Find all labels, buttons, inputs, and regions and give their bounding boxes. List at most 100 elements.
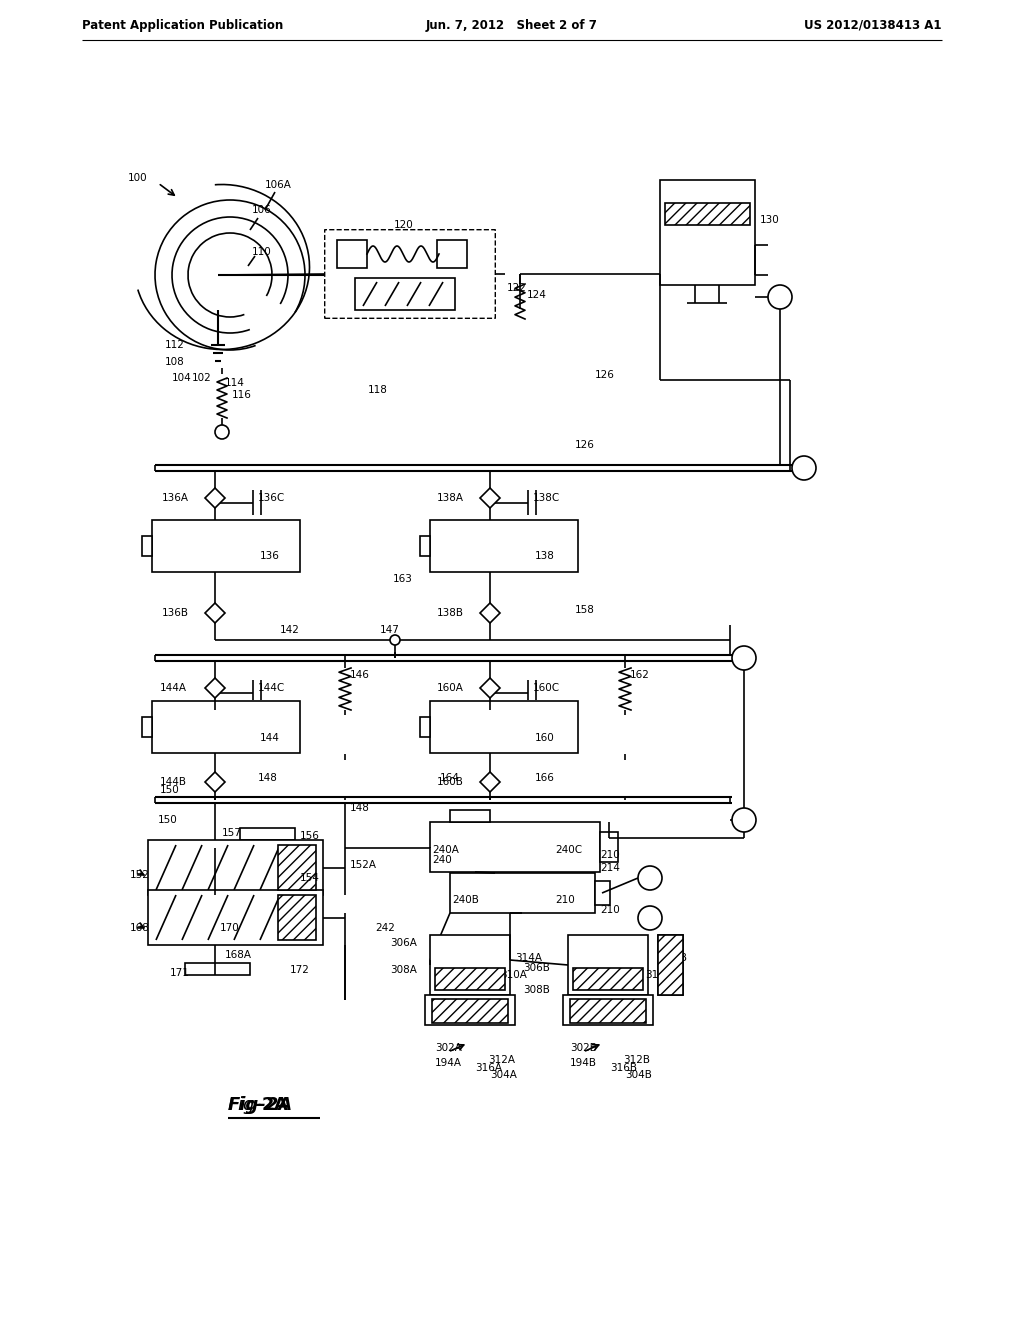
Text: 144C: 144C <box>258 682 286 693</box>
Text: 160B: 160B <box>437 777 464 787</box>
Bar <box>425 995 515 1026</box>
Bar <box>437 240 467 268</box>
Polygon shape <box>205 772 225 792</box>
Bar <box>595 880 610 906</box>
Text: 242: 242 <box>375 923 395 933</box>
Text: 314A: 314A <box>515 953 542 964</box>
Text: 114: 114 <box>225 378 245 388</box>
Text: 1: 1 <box>776 292 783 302</box>
Bar <box>152 520 300 572</box>
Text: 136C: 136C <box>258 492 286 503</box>
Text: 312B: 312B <box>623 1055 650 1065</box>
Bar <box>148 890 323 945</box>
Text: 106A: 106A <box>265 180 292 190</box>
Text: 148: 148 <box>258 774 278 783</box>
Bar <box>148 840 323 895</box>
Text: 144: 144 <box>260 733 280 743</box>
Text: 102: 102 <box>193 374 212 383</box>
Bar <box>435 968 505 990</box>
Circle shape <box>792 455 816 480</box>
Text: 300B: 300B <box>573 973 600 983</box>
Text: 124: 124 <box>527 290 547 300</box>
Bar <box>430 935 510 995</box>
Polygon shape <box>480 772 500 792</box>
Text: 4: 4 <box>740 814 748 825</box>
Text: Fig-2A: Fig-2A <box>228 1096 293 1114</box>
Text: 126: 126 <box>575 440 595 450</box>
Text: 146: 146 <box>350 671 370 680</box>
Text: 157: 157 <box>222 828 242 838</box>
Text: 136B: 136B <box>162 609 189 618</box>
Text: 138: 138 <box>535 550 555 561</box>
Text: 152: 152 <box>130 870 150 880</box>
Text: 168: 168 <box>130 923 150 933</box>
Text: 160A: 160A <box>437 682 464 693</box>
Polygon shape <box>205 488 225 508</box>
Text: 150: 150 <box>158 814 178 825</box>
Circle shape <box>638 906 662 931</box>
Text: 100: 100 <box>128 173 147 183</box>
Text: 240B: 240B <box>452 895 479 906</box>
Text: 170: 170 <box>220 923 240 933</box>
Text: 316A: 316A <box>475 1063 502 1073</box>
Bar <box>665 203 750 224</box>
Bar <box>142 536 152 556</box>
Text: 156: 156 <box>300 832 319 841</box>
Text: 136: 136 <box>260 550 280 561</box>
Polygon shape <box>480 488 500 508</box>
Text: 310A: 310A <box>500 970 527 979</box>
Text: 126: 126 <box>595 370 614 380</box>
Text: 214: 214 <box>600 863 620 873</box>
Text: 308A: 308A <box>390 965 417 975</box>
Text: 308B: 308B <box>523 985 550 995</box>
Polygon shape <box>480 603 500 623</box>
Bar <box>658 935 683 995</box>
Text: 122: 122 <box>507 282 527 293</box>
Text: 147: 147 <box>380 624 400 635</box>
Circle shape <box>732 808 756 832</box>
Text: 163: 163 <box>393 574 413 583</box>
Text: 118: 118 <box>368 385 388 395</box>
Text: 106: 106 <box>252 205 271 215</box>
Text: 162: 162 <box>630 671 650 680</box>
Text: 138B: 138B <box>437 609 464 618</box>
Text: 160C: 160C <box>534 682 560 693</box>
Bar <box>660 180 755 285</box>
Text: 306A: 306A <box>390 939 417 948</box>
Text: 104: 104 <box>172 374 191 383</box>
Bar <box>600 832 618 862</box>
Bar <box>278 845 316 890</box>
Text: 210: 210 <box>600 850 620 861</box>
Bar <box>570 999 646 1023</box>
Bar <box>355 279 455 310</box>
Text: 316B: 316B <box>610 1063 637 1073</box>
FancyBboxPatch shape <box>325 230 496 318</box>
Text: 168A: 168A <box>225 950 252 960</box>
Bar <box>430 520 578 572</box>
Text: 154: 154 <box>300 873 319 883</box>
Text: 240: 240 <box>432 855 452 865</box>
Polygon shape <box>205 678 225 698</box>
Bar <box>420 536 430 556</box>
Circle shape <box>215 425 229 440</box>
Bar <box>658 935 683 995</box>
Bar <box>563 995 653 1026</box>
Text: 302B: 302B <box>570 1043 597 1053</box>
Text: 304B: 304B <box>625 1071 652 1080</box>
Text: Jun. 7, 2012   Sheet 2 of 7: Jun. 7, 2012 Sheet 2 of 7 <box>426 18 598 32</box>
Bar <box>573 968 643 990</box>
Text: 144B: 144B <box>160 777 187 787</box>
Text: 194A: 194A <box>435 1059 462 1068</box>
Text: 112: 112 <box>165 341 185 350</box>
Text: 138C: 138C <box>534 492 560 503</box>
Text: 3: 3 <box>740 653 748 663</box>
Text: 138A: 138A <box>437 492 464 503</box>
Text: 160: 160 <box>535 733 555 743</box>
Bar <box>337 240 367 268</box>
Polygon shape <box>205 603 225 623</box>
Text: 152A: 152A <box>350 861 377 870</box>
Bar <box>450 810 490 822</box>
Bar <box>432 999 508 1023</box>
Bar <box>152 701 300 752</box>
Text: 158: 158 <box>575 605 595 615</box>
